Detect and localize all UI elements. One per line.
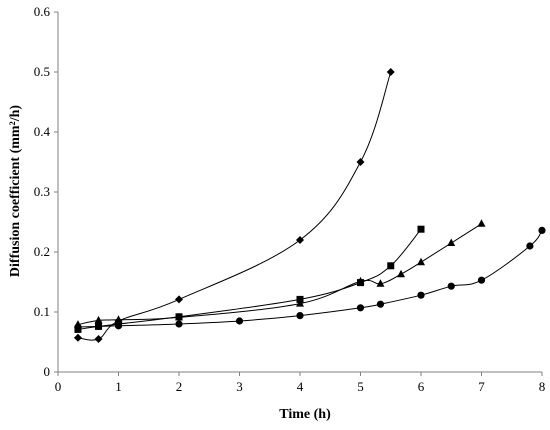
series-1-line xyxy=(77,71,392,341)
series-4-point xyxy=(538,226,546,234)
series-1-point xyxy=(386,68,395,76)
series-4-point xyxy=(94,322,103,330)
series-3-point xyxy=(175,312,183,321)
series-1-point xyxy=(356,158,365,166)
series-3-point xyxy=(94,315,103,324)
series-4-point xyxy=(74,323,82,331)
y-tick-label: 0.3 xyxy=(34,184,50,199)
series-4-point xyxy=(175,320,183,328)
x-tick-label: 3 xyxy=(236,379,243,394)
series-4-point xyxy=(356,304,365,312)
x-tick-label: 8 xyxy=(539,379,546,394)
y-tick-label: 0 xyxy=(44,364,51,379)
series-3-point xyxy=(296,299,304,307)
series-4-point xyxy=(447,282,455,290)
x-tick-label: 4 xyxy=(297,379,304,394)
series-4-line xyxy=(77,230,543,328)
x-tick-label: 5 xyxy=(357,379,364,394)
series-4-point xyxy=(526,242,534,250)
series-3-point xyxy=(376,279,385,287)
y-tick-label: 0.4 xyxy=(34,124,51,139)
series-3-line xyxy=(77,223,482,326)
x-tick-label: 2 xyxy=(176,379,183,394)
plot-area: 0 0.1 0.2 0.3 0.4 0.5 0.6 0 1 2 3 4 5 6 7 8 xyxy=(34,4,546,394)
series-1-point xyxy=(94,335,103,343)
series-1-point xyxy=(296,236,304,244)
x-tick-label: 1 xyxy=(115,379,122,394)
series-2-point xyxy=(417,225,425,233)
series-3-point xyxy=(477,219,486,227)
series-1-point xyxy=(175,295,183,304)
series-1-point xyxy=(73,333,82,342)
series-4-point xyxy=(376,300,385,308)
series-4-point xyxy=(296,312,304,320)
y-tick-label: 0.2 xyxy=(34,244,50,259)
series-3-point xyxy=(397,269,406,278)
x-tick-label: 6 xyxy=(418,379,425,394)
series-2-line xyxy=(77,228,422,330)
x-tick-label: 0 xyxy=(55,379,62,394)
series-3-point xyxy=(447,238,456,246)
y-tick-label: 0.5 xyxy=(34,64,50,79)
y-tick-label: 0.1 xyxy=(34,304,50,319)
series-3-point xyxy=(417,257,425,266)
series-4-point xyxy=(114,322,123,330)
x-axis-title: Time (h) xyxy=(279,407,331,422)
series-4-point xyxy=(477,276,486,284)
series-3-point xyxy=(356,276,365,285)
series-3-point xyxy=(114,315,123,323)
y-tick-label: 0.6 xyxy=(34,4,51,19)
series-4-point xyxy=(235,317,244,325)
y-axis-title: Diffusion coefficient (mm²/h) xyxy=(8,105,23,278)
series-4-point xyxy=(417,291,425,299)
x-tick-label: 7 xyxy=(478,379,485,394)
series-2-point xyxy=(387,262,395,270)
